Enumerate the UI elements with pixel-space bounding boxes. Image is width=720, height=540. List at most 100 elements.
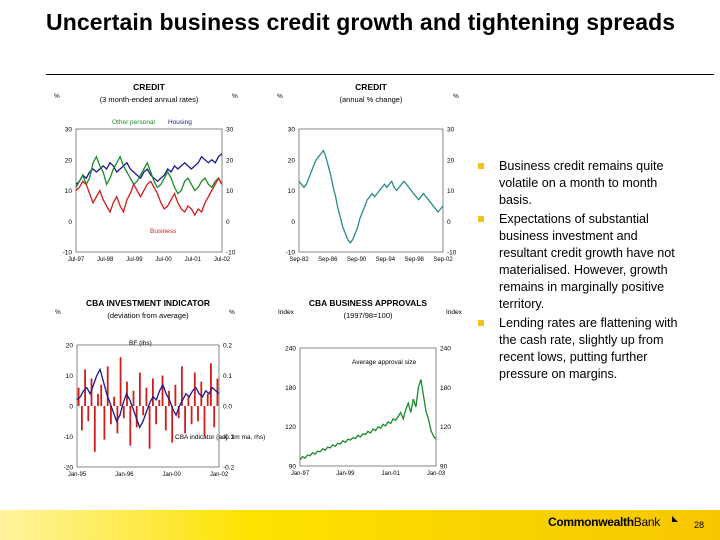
x-tick-label: Jan-96 (115, 472, 134, 478)
bar (110, 406, 112, 425)
bullet-list: Business credit remains quite volatile o… (476, 158, 686, 385)
bar (100, 384, 103, 406)
y-tick-label-right: -10 (226, 250, 236, 257)
chart-subtitle: (1997/98=100) (344, 311, 394, 320)
x-tick-label: Sep-82 (289, 257, 309, 263)
bar (200, 381, 203, 406)
bar (122, 406, 125, 419)
chart-title: CBA BUSINESS APPROVALS (309, 298, 428, 308)
title-divider (46, 74, 714, 75)
plot-frame (76, 344, 220, 468)
y-tick-label-right: 0 (447, 219, 451, 226)
bar (119, 357, 122, 406)
y-tick-label: 0 (68, 219, 72, 226)
y-tick-label: 20 (65, 157, 73, 164)
y-tick-label: -10 (64, 434, 74, 441)
y-tick-label-right: 20 (226, 157, 234, 164)
chart-subtitle: (annual % change) (340, 95, 403, 104)
x-tick-label: Jan-97 (291, 471, 310, 477)
bar (113, 396, 115, 406)
annotation-cba-indicator: CBA indicator (adj. 3m ma, rhs) (175, 434, 265, 441)
x-tick-label: Sep-94 (376, 257, 396, 263)
y-tick-label-right: 10 (447, 188, 455, 195)
x-tick-label: Jul-00 (155, 257, 172, 263)
y-tick-label-right: 90 (440, 464, 448, 471)
y-tick-label-right: -0.1 (223, 434, 235, 441)
axis-unit-left: % (54, 93, 60, 100)
y-tick-label-right: 30 (226, 127, 234, 134)
chart-title: CBA INVESTMENT INDICATOR (86, 298, 210, 308)
bar (152, 378, 154, 406)
footer-bar (0, 510, 720, 540)
y-tick-label: -10 (286, 250, 296, 257)
bar (81, 406, 83, 431)
bar (106, 366, 109, 406)
y-tick-label-right: 30 (447, 127, 455, 134)
bar (93, 406, 96, 452)
y-tick-label: 20 (66, 343, 74, 350)
chart-investment-indicator: CBA INVESTMENT INDICATOR (deviation from … (55, 298, 265, 490)
logo-bold: Commonwealth (548, 515, 634, 529)
x-tick-label: Jan-00 (162, 472, 181, 478)
chart-subtitle: (deviation from average) (107, 311, 189, 320)
bullet-item: Lending rates are flattening with the ca… (476, 315, 686, 383)
y-tick-label: 90 (289, 464, 297, 471)
bullet-marker (478, 163, 484, 169)
x-tick-label: Jan-99 (336, 471, 355, 477)
bar (187, 396, 190, 406)
bullet-marker (478, 320, 484, 326)
series-line-credit-annual (298, 149, 444, 244)
y-tick-label: 10 (288, 188, 296, 195)
y-tick-label: 30 (65, 127, 73, 134)
y-tick-label: -20 (64, 465, 74, 472)
series-line-housing (75, 153, 223, 185)
bar (197, 406, 199, 422)
bar (213, 406, 216, 428)
bar (132, 390, 135, 407)
bullet-marker (478, 216, 484, 222)
bar (190, 406, 193, 425)
bar (210, 363, 212, 406)
slide-title: Uncertain business credit growth and tig… (46, 9, 676, 35)
chart-business-approvals-svg: CBA BUSINESS APPROVALS (1997/98=100) Index… (278, 298, 463, 477)
chart-subtitle: (3 month-ended annual rates) (100, 95, 199, 104)
series-line-cba-indicator (76, 367, 220, 429)
y-tick-label-right: 0.1 (223, 373, 232, 380)
y-tick-label: 30 (288, 127, 296, 134)
axis-unit-left: Index (278, 309, 295, 316)
x-tick-label: Jan-02 (210, 472, 229, 478)
x-tick-label: Jan-03 (427, 471, 446, 477)
chart-credit-annual-svg: CREDIT (annual % change)% % 30 30 20 20 10 10 0 0 -… (277, 82, 459, 263)
bullet-text: Business credit remains quite volatile o… (499, 159, 664, 207)
bar (97, 393, 99, 406)
bar (145, 387, 148, 406)
x-tick-label: Jul-99 (126, 257, 143, 263)
bar (135, 406, 138, 428)
chart-investment-indicator-svg: CBA INVESTMENT INDICATOR (deviation from … (55, 298, 265, 478)
annotation-business: Business (150, 228, 177, 235)
bullet-item: Expectations of substantial business inv… (476, 211, 686, 313)
bar (84, 369, 86, 406)
x-tick-label: Sep-98 (405, 257, 425, 263)
bar (90, 378, 93, 406)
bar (164, 406, 167, 431)
bar (103, 406, 106, 440)
annotation-average-approval-size: Average approval size (352, 359, 417, 366)
y-tick-label: 0 (291, 219, 295, 226)
annotation-bf: BF (lhs) (129, 340, 152, 347)
chart-business-approvals: CBA BUSINESS APPROVALS (1997/98=100) Index… (278, 298, 463, 490)
page-number: 28 (694, 520, 705, 530)
plot-frame (75, 128, 223, 253)
chart-credit-3m: CREDIT (3 month-ended annual rates)%% 30 30… (54, 82, 245, 270)
y-tick-label-right: 180 (440, 385, 451, 392)
chart-credit-3m-svg: CREDIT (3 month-ended annual rates)% % 30 30… (54, 82, 238, 263)
bullet-text: Expectations of substantial business inv… (499, 212, 675, 311)
y-tick-label-right: 120 (440, 424, 451, 431)
bar (87, 406, 90, 422)
axis-unit-right: % (232, 93, 238, 100)
x-tick-label: Sep-02 (433, 257, 453, 263)
series-line-business (75, 176, 223, 217)
plot-frame (299, 347, 437, 467)
y-tick-label: 180 (285, 385, 296, 392)
x-tick-label: Jan-01 (381, 471, 400, 477)
